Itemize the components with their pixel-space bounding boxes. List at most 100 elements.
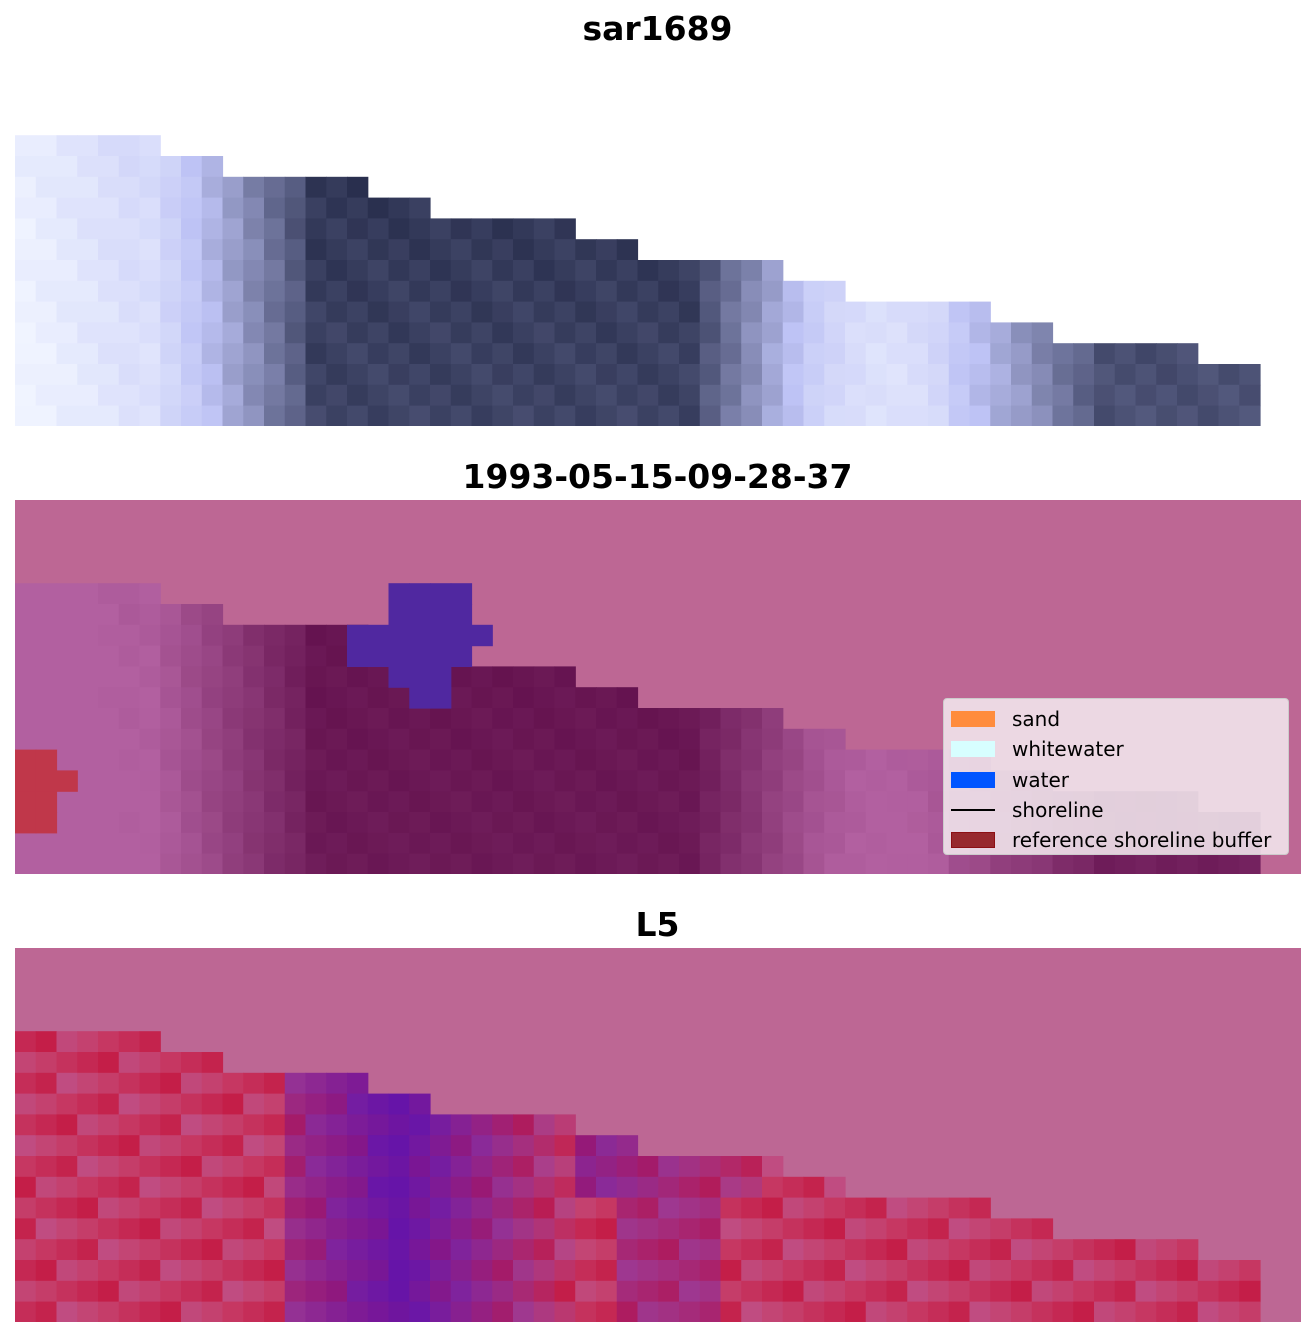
l5-pixel [367,1260,390,1282]
sar-pixel [305,301,327,323]
whitewater-swatch-icon [951,741,995,758]
l5-pixel [1094,1280,1116,1303]
l5-pixel [201,1072,224,1095]
overlay-pixel [845,812,867,834]
sar-pixel [222,239,244,261]
sar-pixel [741,322,763,344]
l5-pixel [326,1301,348,1322]
sar-pixel [326,218,348,240]
sar-pixel [201,384,224,407]
sar-pixel [160,280,182,303]
sar-pixel [201,322,224,344]
l5-pixel [305,1301,327,1322]
overlay-pixel [98,666,120,688]
sar-pixel [1031,384,1054,407]
overlay-pixel [56,604,78,626]
l5-pixel [181,1176,203,1199]
sar-pixel [865,364,888,386]
l5-pixel [450,1239,473,1261]
l5-pixel [1011,1218,1033,1240]
buffer-pixel [15,749,37,771]
l5-pixel [575,1260,597,1282]
sar-pixel [803,343,825,365]
overlay-pixel [243,666,265,688]
sar-pixel [699,322,722,344]
overlay-pixel [305,812,327,834]
overlay-pixel [15,624,37,647]
sar-pixel [907,322,929,344]
l5-pixel [77,1031,99,1053]
overlay-pixel [347,832,369,855]
sar-pixel [201,280,224,303]
overlay-pixel [388,749,410,771]
l5-pixel [637,1156,659,1178]
overlay-pixel [201,770,224,792]
overlay-pixel [201,812,224,834]
sar-pixel [98,239,120,261]
l5-pixel [554,1197,576,1219]
sar-pixel [77,322,99,344]
l5-pixel [554,1260,576,1282]
overlay-pixel [181,624,203,647]
overlay-pixel [865,832,888,855]
l5-pixel [762,1176,784,1199]
overlay-pixel [160,749,182,771]
l5-pixel [1011,1301,1033,1322]
sar-pixel [56,301,78,323]
overlay-pixel [326,687,348,709]
l5-pixel [77,1239,99,1261]
l5-pixel [201,1239,224,1261]
sar-pixel [1073,405,1095,426]
sar-pixel [35,301,58,323]
water-pixel [388,666,410,688]
sar-pixel [118,384,141,407]
legend-label: reference shoreline buffer [1012,828,1272,853]
sar-pixel [554,260,576,282]
overlay-pixel [886,749,908,771]
sar-pixel [139,301,161,323]
l5-pixel [222,1093,244,1115]
l5-pixel [637,1260,659,1282]
l5-pixel [699,1260,722,1282]
l5-pixel [243,1072,265,1095]
sar-pixel [98,405,120,426]
sar-pixel [699,405,722,426]
overlay-pixel [77,791,99,813]
overlay-pixel [575,791,597,813]
l5-pixel [720,1197,742,1219]
sar-pixel [1156,364,1178,386]
overlay-pixel [658,812,680,834]
l5-pixel [865,1280,888,1303]
l5-pixel [98,1031,120,1053]
l5-pixel [616,1260,639,1282]
overlay-pixel [637,749,659,771]
sar-pixel [513,218,535,240]
l5-pixel [741,1301,763,1322]
sar-pixel [284,280,307,303]
overlay-pixel [35,853,58,874]
sar-pixel [35,218,58,240]
l5-pixel [471,1114,493,1136]
overlay-pixel [575,812,597,834]
overlay-pixel [575,728,597,751]
sar-pixel [264,197,286,219]
l5-pixel [284,1280,307,1303]
l5-pixel [1114,1301,1137,1322]
overlay-pixel [98,832,120,855]
l5-pixel [533,1197,556,1219]
water-pixel [430,624,452,647]
overlay-pixel [1011,853,1033,874]
l5-pixel [15,1176,37,1199]
sar-pixel [56,343,78,365]
sar-pixel [201,301,224,323]
sar-pixel [492,322,514,344]
overlay-pixel [990,853,1012,874]
l5-pixel [56,1301,78,1322]
sar-pixel [471,322,493,344]
l5-pixel [658,1280,680,1303]
l5-pixel [699,1239,722,1261]
sar-pixel [264,384,286,407]
l5-pixel [513,1135,535,1157]
l5-pixel [762,1197,784,1219]
overlay-pixel [492,749,514,771]
